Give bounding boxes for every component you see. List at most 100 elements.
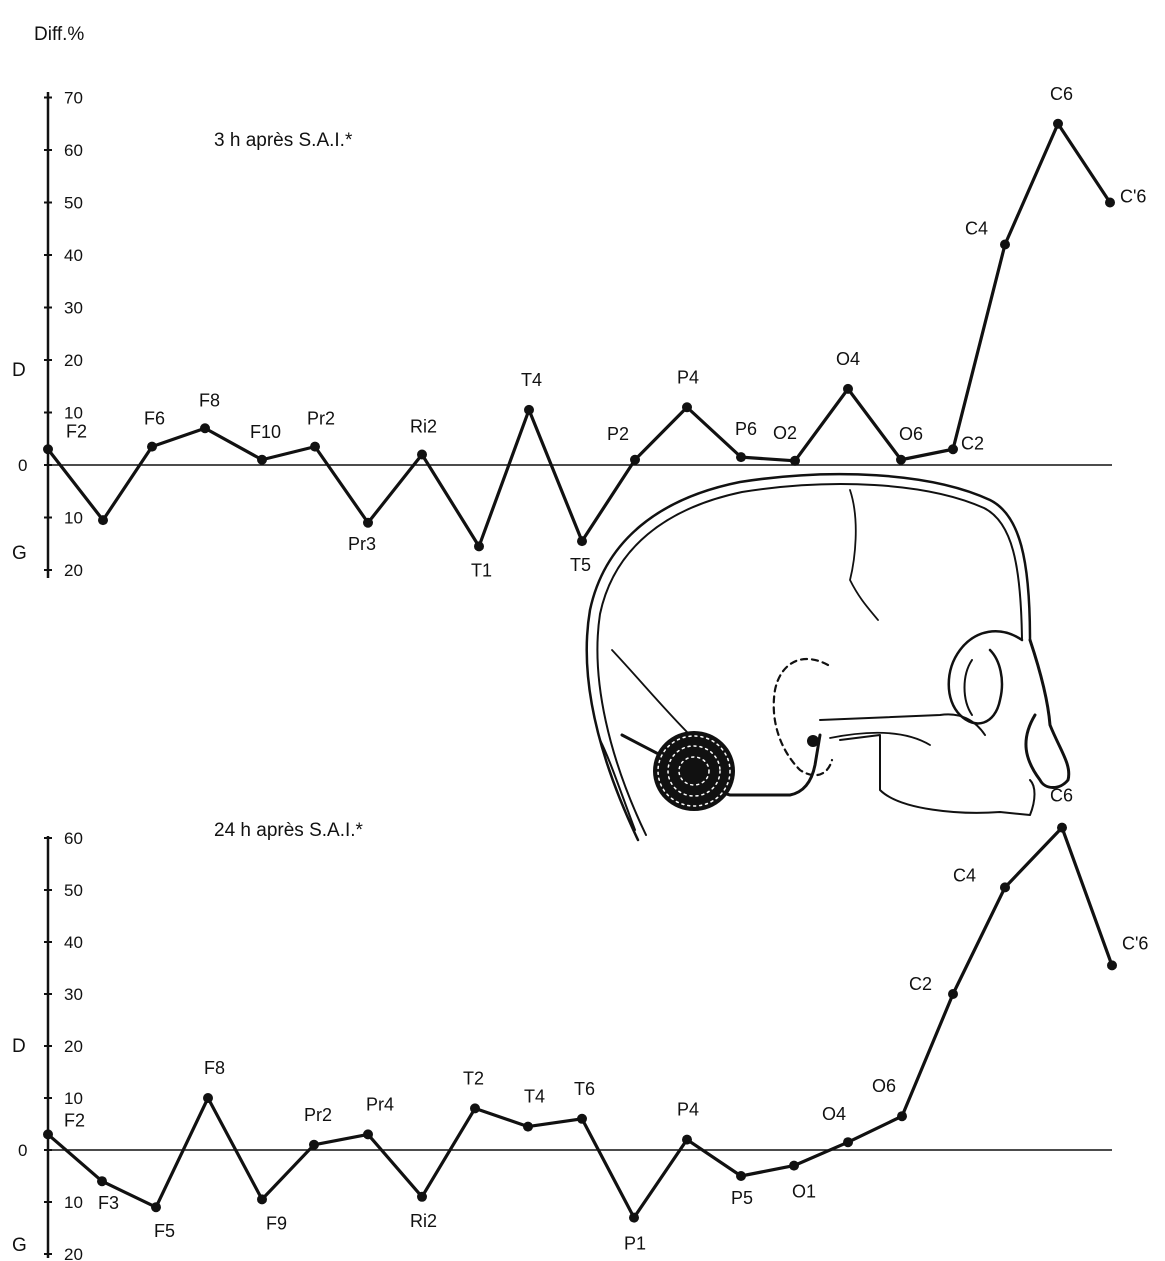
data-point: [682, 1134, 692, 1145]
data-point-label: F10: [250, 422, 281, 442]
data-point-label: T1: [471, 560, 492, 580]
data-point-label: O6: [872, 1076, 896, 1096]
data-point-label: F8: [204, 1058, 225, 1078]
y-tick-label: 70: [64, 89, 83, 108]
data-point-label: Pr4: [366, 1094, 394, 1114]
data-point-label: T2: [463, 1068, 484, 1088]
data-point: [417, 1191, 427, 1202]
data-point: [629, 1212, 639, 1223]
data-point-label: P4: [677, 367, 699, 387]
data-point-label: P5: [731, 1188, 753, 1208]
y-tick-label: 50: [64, 881, 83, 900]
series-line: [46, 122, 1112, 548]
data-point-label: T4: [521, 370, 542, 390]
data-point-label: O2: [773, 423, 797, 443]
data-point: [682, 402, 692, 413]
data-point-label: C2: [909, 974, 932, 994]
chart-title: 24 h après S.A.I.*: [214, 820, 364, 841]
y-tick-label: 20: [64, 1037, 83, 1056]
data-point: [363, 1129, 373, 1140]
side-label-positive: D: [12, 360, 26, 381]
data-point: [1057, 822, 1067, 833]
side-label-positive: D: [12, 1036, 26, 1057]
data-point-label: C2: [961, 433, 984, 453]
data-point-label: F3: [98, 1193, 119, 1213]
data-point: [1107, 960, 1117, 971]
y-tick-label: 20: [64, 351, 83, 370]
data-point-label: F9: [266, 1213, 287, 1233]
data-point-label: P1: [624, 1234, 646, 1254]
data-point-label: O4: [836, 349, 860, 369]
data-point: [151, 1202, 161, 1213]
side-label-negative: G: [12, 1235, 27, 1256]
data-point: [363, 517, 373, 528]
data-point-label: C4: [965, 219, 988, 239]
data-point: [524, 404, 534, 415]
data-point-label: C6: [1050, 84, 1073, 104]
y-tick-label: 40: [64, 246, 83, 265]
y-tick-label: 20: [64, 1245, 83, 1261]
data-point-label: O4: [822, 1104, 846, 1124]
data-point-label: P6: [735, 419, 757, 439]
data-point-label: O1: [792, 1182, 816, 1202]
y-tick-label: 10: [64, 1089, 83, 1108]
data-point: [523, 1121, 533, 1132]
data-point: [43, 1129, 53, 1140]
data-point: [843, 1137, 853, 1148]
y-tick-label: 10: [64, 509, 83, 528]
data-point: [630, 454, 640, 465]
data-point: [1053, 118, 1063, 129]
y-tick-label: 0: [18, 1141, 27, 1160]
chart-panel-3h: 3 h après S.A.I.* D G 70 60 50 40 30 20 10 0 10 2…: [12, 84, 1146, 581]
data-point-label: O6: [899, 424, 923, 444]
y-tick-label: 20: [64, 561, 83, 580]
data-point: [203, 1093, 213, 1103]
data-point-label: Ri2: [410, 417, 437, 437]
data-point: [577, 1113, 587, 1124]
data-point: [948, 989, 958, 999]
data-point: [948, 444, 958, 455]
data-point: [1000, 882, 1010, 893]
series-line: [46, 825, 1114, 1220]
data-point-label: P2: [607, 424, 629, 444]
data-point: [1105, 197, 1115, 208]
y-tick-label: 10: [64, 404, 83, 423]
y-tick-label: 30: [64, 985, 83, 1004]
data-point: [309, 1139, 319, 1150]
data-point: [897, 1111, 907, 1122]
data-point-label: C'6: [1120, 187, 1146, 207]
data-point: [1000, 239, 1010, 250]
data-point-label: F6: [144, 409, 165, 429]
y-tick-label: 50: [64, 194, 83, 213]
data-point-label: T6: [574, 1079, 595, 1099]
data-point: [896, 454, 906, 465]
data-point: [843, 383, 853, 394]
y-tick-label: 30: [64, 299, 83, 318]
data-point: [147, 441, 157, 452]
data-point-label: Pr2: [307, 409, 335, 429]
y-tick-label: 60: [64, 829, 83, 848]
data-point: [43, 444, 53, 455]
data-point-label: F2: [66, 421, 87, 441]
data-point: [790, 455, 800, 466]
data-point: [470, 1103, 480, 1114]
data-point: [577, 536, 587, 547]
skull-illustration: [585, 472, 1071, 842]
data-point-label: F2: [64, 1110, 85, 1130]
data-point-label: P4: [677, 1100, 699, 1120]
chart-title: 3 h après S.A.I.*: [214, 130, 353, 151]
data-point: [200, 423, 210, 434]
chart-panel-24h: 24 h après S.A.I.* D G 60 50 40 30 20 10 0 10 20…: [12, 786, 1148, 1261]
data-point: [97, 1176, 107, 1187]
y-tick-label: 0: [18, 456, 27, 475]
data-point: [736, 1171, 746, 1181]
data-point: [98, 515, 108, 526]
data-point: [417, 449, 427, 460]
data-point: [257, 454, 267, 465]
data-point-label: T4: [524, 1087, 545, 1107]
data-point-label: C6: [1050, 786, 1073, 806]
side-label-negative: G: [12, 543, 27, 564]
data-point-label: C'6: [1122, 933, 1148, 953]
data-point-label: Pr2: [304, 1105, 332, 1125]
